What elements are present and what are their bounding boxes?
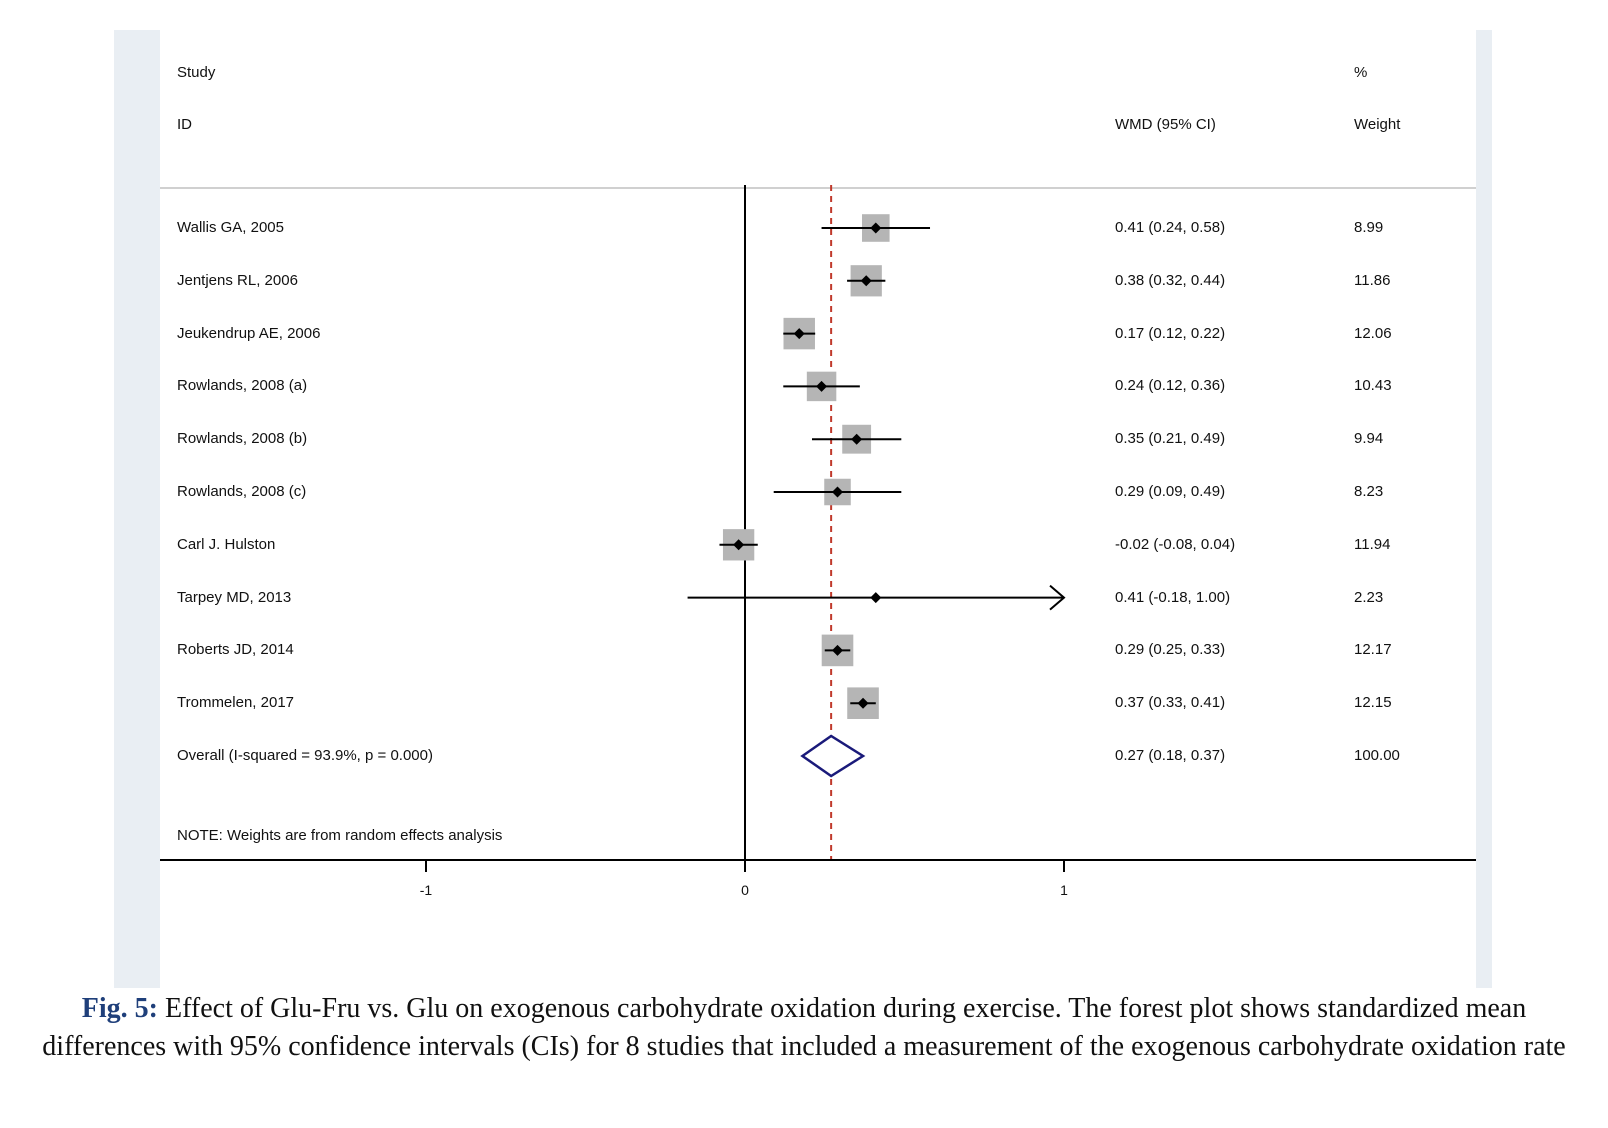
study-ci: 0.17 (0.12, 0.22) [1115,324,1226,342]
study-id: Trommelen, 2017 [177,694,294,712]
point-estimate [816,380,828,392]
caption-text: Effect of Glu-Fru vs. Glu on exogenous c… [42,993,1566,1062]
study-ci: 0.29 (0.09, 0.49) [1115,483,1226,500]
study-weight: 12.15 [1354,694,1392,712]
header-effect: WMD (95% CI) [1115,116,1216,133]
header-study: Study [177,64,216,81]
point-estimate [860,275,872,287]
caption-label: Fig. 5: [81,993,158,1024]
point-estimate [793,328,805,340]
header-weight: Weight [1354,116,1401,133]
study-weight: 8.23 [1354,483,1384,500]
study-weight: 11.94 [1354,535,1391,553]
study-ci: 0.41 (0.24, 0.58) [1115,219,1226,236]
study-ci: -0.02 (-0.08, 0.04) [1115,535,1236,553]
study-ci: 0.38 (0.32, 0.44) [1115,271,1226,289]
point-estimate [733,539,745,551]
study-id: Tarpey MD, 2013 [177,588,292,606]
study-weight: 11.86 [1354,271,1391,289]
point-estimate [857,697,869,709]
forest-plot-svg [160,185,1476,872]
study-id: Roberts JD, 2014 [177,641,294,659]
x-tick-label: -1 [419,882,433,898]
header-weight-percent: % [1354,64,1368,81]
study-ci: 0.24 (0.12, 0.36) [1115,377,1226,395]
note: NOTE: Weights are from random effects an… [177,827,503,844]
point-estimate [832,644,844,656]
point-estimate [870,592,882,604]
point-estimate [851,433,863,445]
header-id: ID [177,116,192,133]
study-ci: 0.35 (0.21, 0.49) [1115,430,1226,448]
study-id: Wallis GA, 2005 [177,219,284,236]
x-tick-label: 0 [741,882,749,898]
study-ci: 0.41 (-0.18, 1.00) [1115,588,1231,606]
overall-label: Overall (I-squared = 93.9%, p = 0.000) [177,747,433,764]
study-weight: 12.06 [1354,324,1392,342]
overall-diamond [800,734,866,778]
study-id: Jentjens RL, 2006 [177,271,298,289]
study-ci: 0.29 (0.25, 0.33) [1115,641,1226,659]
study-weight: 9.94 [1354,430,1384,448]
x-tick-label: 1 [1060,882,1068,898]
study-id: Jeukendrup AE, 2006 [177,324,321,342]
study-weight: 2.23 [1354,588,1384,606]
overall-ci: 0.27 (0.18, 0.37) [1115,747,1226,764]
plot-area: Study ID WMD (95% CI) % Weight Wallis GA… [160,30,1476,988]
study-weight: 12.17 [1354,641,1392,659]
study-ci: 0.37 (0.33, 0.41) [1115,694,1226,712]
study-weight: 10.43 [1354,377,1392,395]
study-weight: 8.99 [1354,219,1384,236]
overall-weight: 100.00 [1354,747,1400,764]
study-id: Rowlands, 2008 (c) [177,483,307,500]
ci-arrow [1049,584,1066,611]
point-estimate [870,222,882,234]
study-id: Rowlands, 2008 (a) [177,377,308,395]
point-estimate [832,486,844,498]
study-id: Carl J. Hulston [177,535,276,553]
figure-caption: Fig. 5: Effect of Glu-Fru vs. Glu on exo… [30,990,1578,1066]
study-id: Rowlands, 2008 (b) [177,430,308,448]
